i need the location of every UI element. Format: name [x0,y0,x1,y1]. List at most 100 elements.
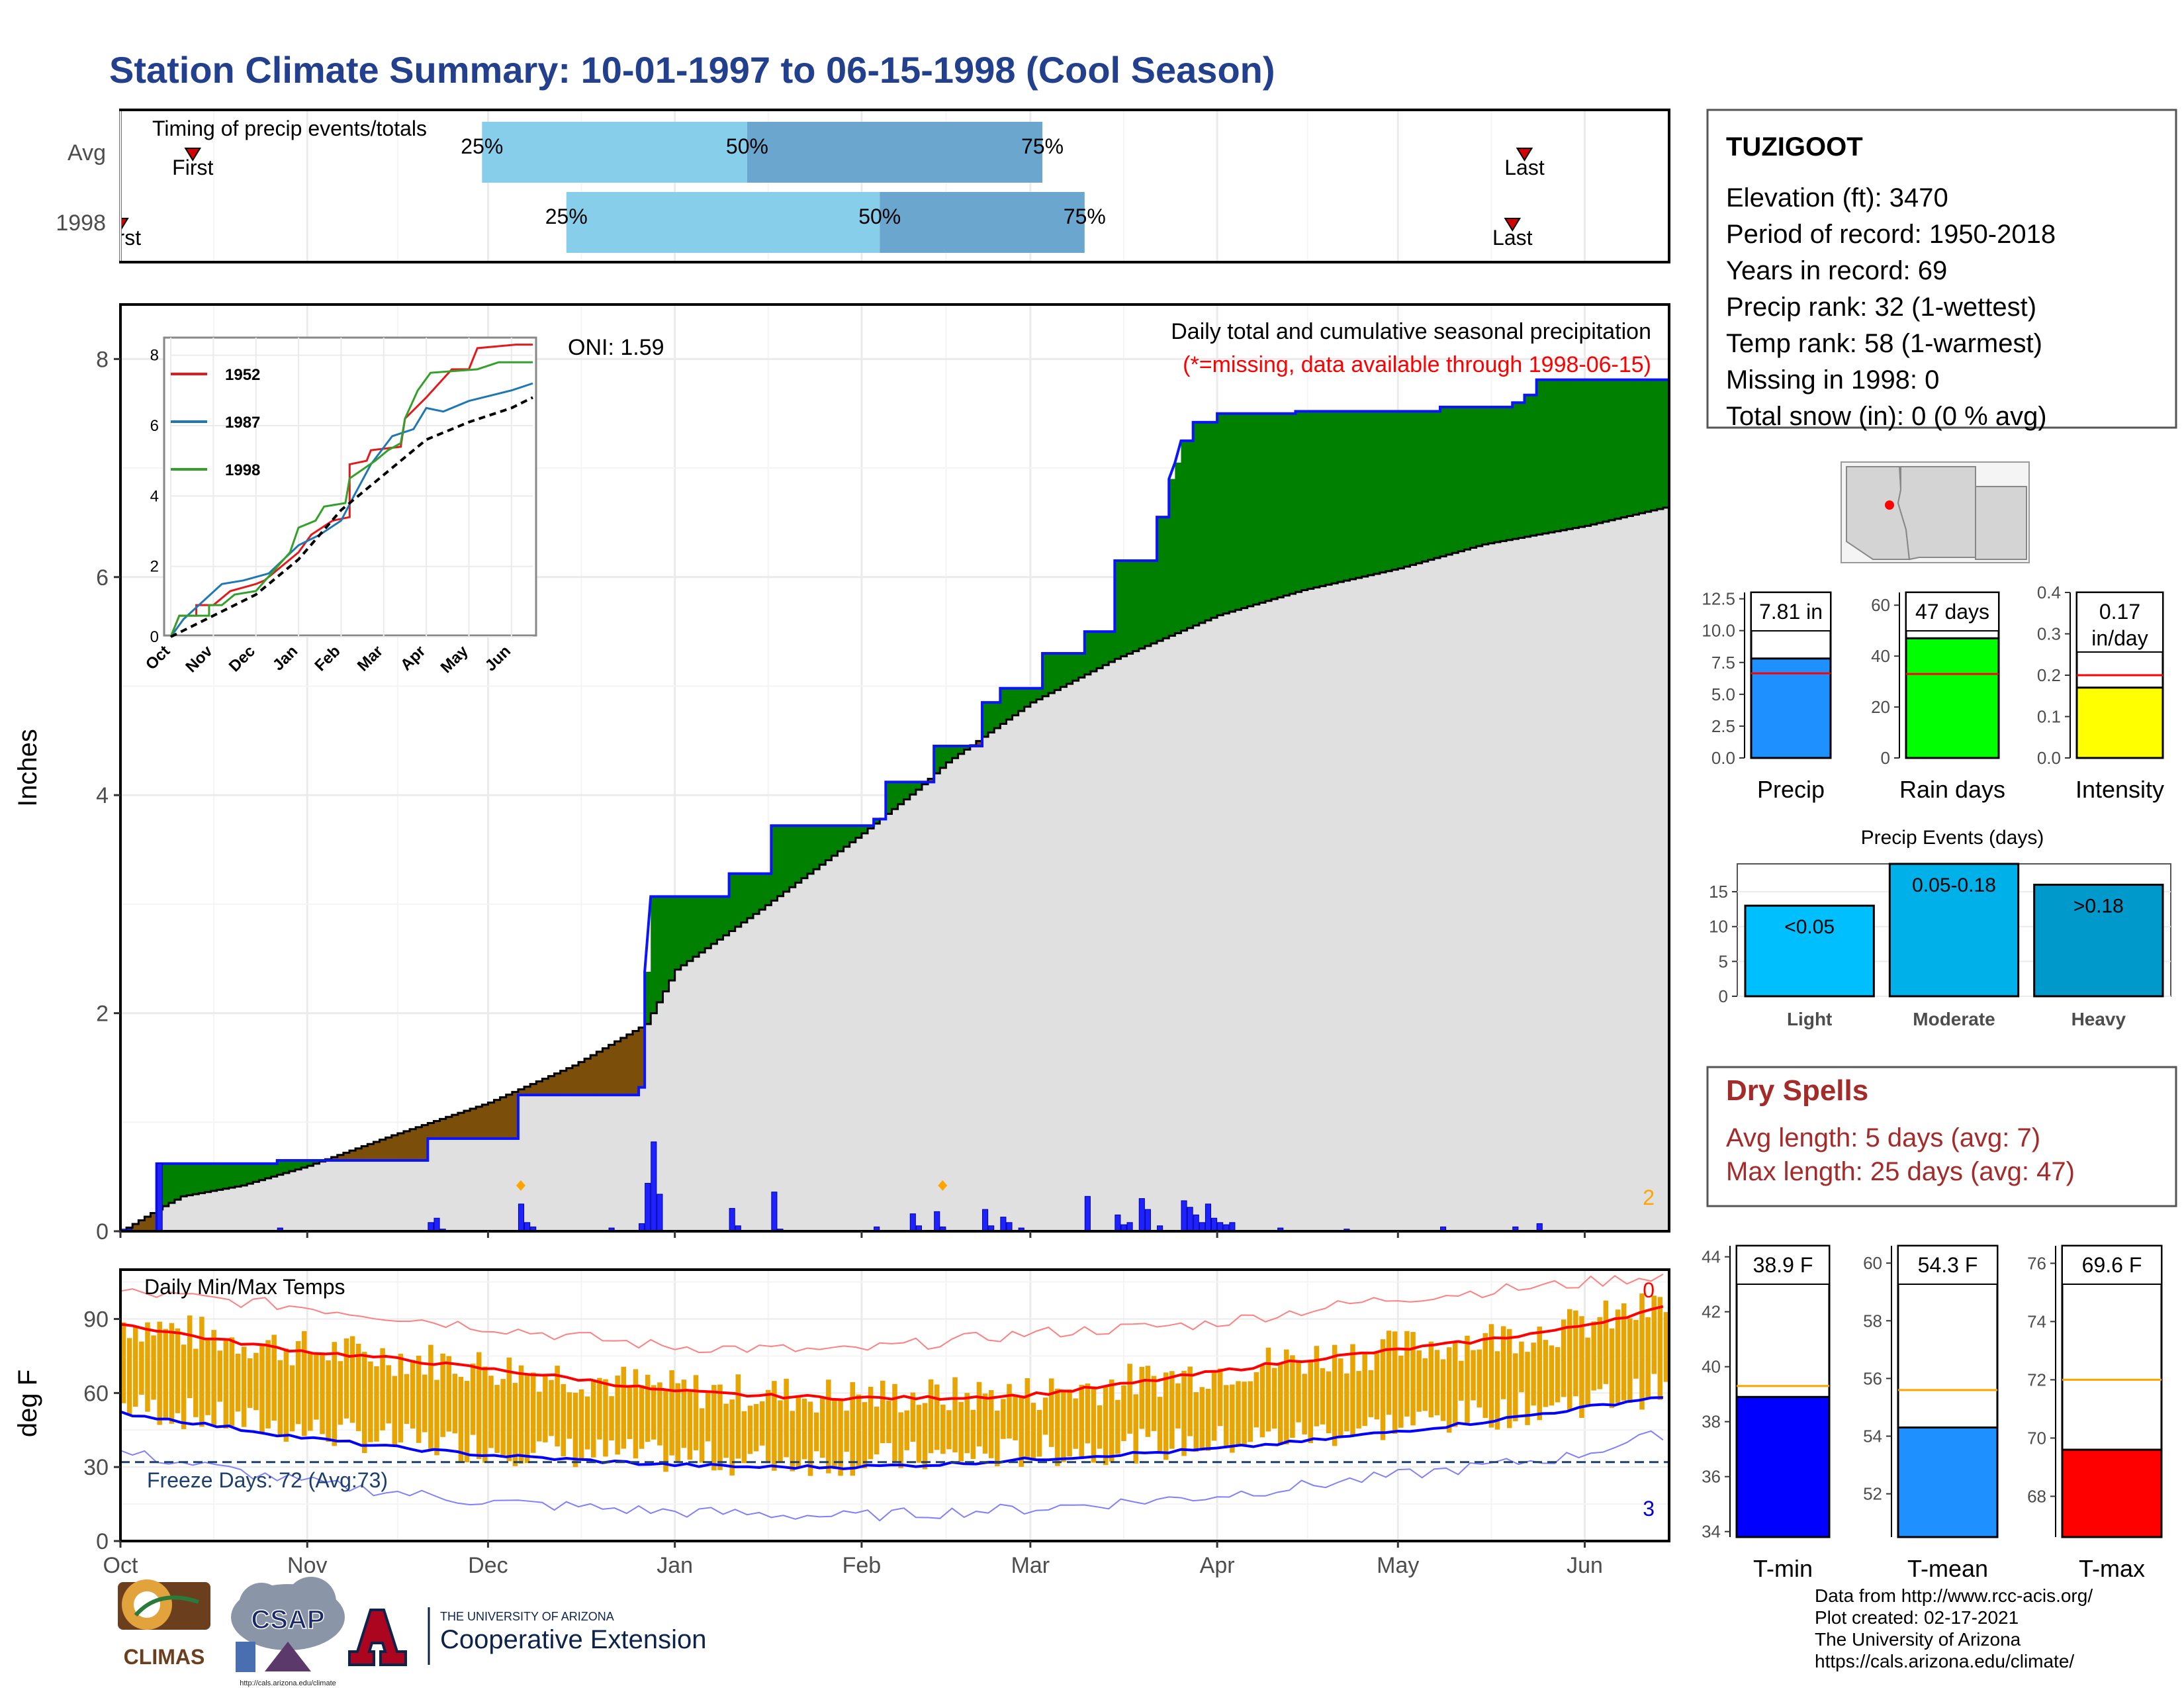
precip-events-tick-label: 5 [1719,951,1728,971]
above-normal-fill [1265,413,1272,601]
precip-summary-panels: 0.0 2.5 5.0 7.5 10.0 12.5 7.81 in Precip 0 20 40 60… [1702,583,2164,803]
month-tick-label: Jan [657,1553,693,1578]
daily-temp-bar [205,1338,210,1415]
above-normal-fill [283,1160,290,1173]
above-normal-fill [1048,653,1055,694]
tmean-summary-tick-label: 60 [1863,1253,1882,1273]
daily-precip-bar [1084,1196,1091,1232]
daily-temp-bar [1392,1331,1398,1434]
above-normal-fill [289,1160,296,1172]
above-normal-fill [1398,411,1404,569]
timing-p75-label: 75% [1064,205,1106,228]
intensity-summary-category-label: Intensity [2075,776,2164,803]
above-normal-fill [1476,406,1483,546]
above-normal-fill [711,896,718,944]
daily-temp-bar [1320,1368,1326,1425]
timing-row-avg-label: Avg [68,140,106,165]
above-normal-fill [1386,411,1392,571]
daily-temp-bar [355,1343,361,1431]
above-normal-fill [1205,422,1212,621]
daily-temp-bar [1398,1355,1404,1428]
below-normal-fill [518,1089,525,1096]
below-normal-fill [451,1115,459,1139]
precip-panel: 0 2 4 6 8 Inches Daily total and cumulative … [13,303,1670,1244]
daily-temp-bar [572,1392,578,1468]
above-normal-fill [1428,411,1435,560]
timing-bar-25-50 [482,122,747,183]
daily-temp-bar [813,1412,819,1452]
above-normal-fill [994,702,1001,728]
daily-temp-bar [1567,1309,1572,1410]
tmean-summary-tick-label: 52 [1863,1484,1882,1504]
daily-precip-bar [909,1213,916,1232]
inset-legend-label: 1998 [225,461,260,479]
below-normal-fill [433,1121,441,1139]
daily-temp-bar [241,1346,247,1427]
daily-temp-bar [1615,1309,1621,1403]
tmax-summary-tick-label: 76 [2027,1253,2046,1273]
daily-temp-bar [283,1348,289,1442]
daily-temp-bar [717,1384,723,1470]
raindays-summary-tick-label: 0 [1881,748,1890,768]
above-normal-fill [1373,411,1381,574]
month-tick-label: Feb [842,1553,882,1578]
below-normal-fill [506,1094,513,1139]
daily-temp-bar [271,1335,277,1421]
daily-precip-bar [433,1217,440,1232]
above-normal-fill [1343,411,1351,581]
daily-temp-bar [904,1410,909,1450]
credits-line-3: The University of Arizona [1815,1629,2021,1650]
above-normal-fill [831,825,839,856]
precip-ytick-label: 8 [96,347,109,372]
inset-series-line [169,361,533,637]
daily-temp-bar [506,1357,512,1462]
precip-events-bar [1888,863,2020,998]
texas-shape [1975,486,2027,560]
daily-temp-bar [615,1376,620,1455]
intensity-summary-tick-label: 0.4 [2037,583,2061,602]
tmean-summary-bar [1897,1426,1999,1538]
tmin-summary-tick-label: 38 [1702,1412,1721,1432]
daily-temp-bar [452,1374,458,1434]
above-normal-fill [1150,561,1158,644]
daily-temp-bar [1302,1374,1307,1434]
flag-marker [938,1180,948,1191]
dry-spells-box: Dry Spells Avg length: 5 days (avg: 7) M… [1706,1066,2177,1207]
precip-summary-tick-label: 10.0 [1702,621,1735,641]
daily-temp-bar [1091,1386,1097,1463]
timing-first-label: First [172,156,213,179]
daily-temp-bar [1097,1405,1103,1449]
above-normal-fill [1181,440,1188,631]
above-normal-fill [819,825,826,865]
daily-temp-bar [772,1381,777,1471]
daily-temp-bar [1416,1350,1422,1412]
daily-temp-bar [169,1323,175,1424]
below-normal-fill [976,741,983,747]
daily-temp-bar [916,1405,922,1463]
above-normal-fill [934,746,940,774]
tmean-summary-category-label: T-mean [1907,1555,1988,1582]
daily-temp-bar [428,1344,433,1451]
avg-min-line [120,1396,1663,1470]
above-normal-fill [1482,406,1489,545]
daily-temp-bar [1205,1388,1211,1451]
daily-temp-bar [1471,1350,1476,1401]
inset-series-line [169,344,533,637]
below-normal-fill [626,1034,633,1096]
daily-temp-bar [488,1376,494,1448]
below-normal-fill [512,1092,519,1139]
daily-temp-bar [1121,1385,1126,1441]
temp-ytick-label: 90 [83,1307,109,1333]
daily-temp-bar [235,1354,241,1412]
daily-temp-bar [1048,1378,1054,1447]
intensity-summary-bar [2075,686,2164,759]
above-normal-fill [181,1163,187,1197]
below-normal-fill [548,1076,555,1096]
daily-temp-bar [126,1338,132,1415]
daily-temp-bar [1597,1317,1603,1389]
daily-temp-bar [639,1385,645,1449]
daily-temp-bar [784,1378,789,1458]
daily-precip-bar [1211,1217,1218,1232]
above-normal-fill [662,896,670,992]
intensity-summary-value-label-2: in/day [2091,626,2148,650]
